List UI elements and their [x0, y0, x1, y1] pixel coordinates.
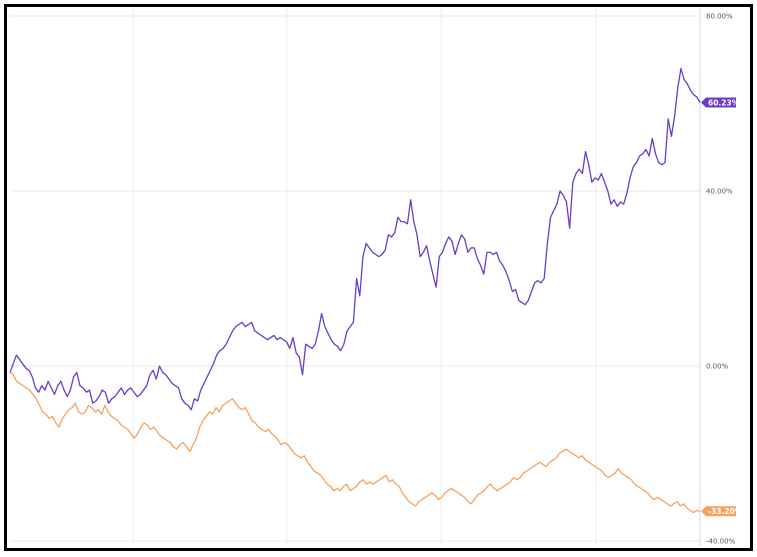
series-layer [9, 67, 701, 514]
end-value-badge-1: 60.23% [701, 97, 740, 108]
y-tick-label: 40.00% [706, 188, 733, 196]
series-line-2 [9, 372, 701, 514]
end-value-badges: 60.23% -33.20% [701, 97, 743, 517]
y-tick-label: 0.00% [706, 363, 729, 371]
end-value-label: 60.23% [708, 98, 740, 107]
chart-frame [4, 4, 753, 551]
end-value-label: -33.20% [708, 507, 743, 516]
y-axis-ticks: 80.00% 40.00% 0.00% -40.00% [706, 13, 736, 546]
badge-shape [701, 506, 736, 517]
series-line-1 [9, 67, 701, 411]
y-tick-label: -40.00% [706, 538, 736, 546]
badge-shape [701, 97, 736, 108]
y-tick-label: 80.00% [706, 13, 733, 21]
end-value-badge-2: -33.20% [701, 506, 743, 517]
gridlines [10, 8, 701, 546]
